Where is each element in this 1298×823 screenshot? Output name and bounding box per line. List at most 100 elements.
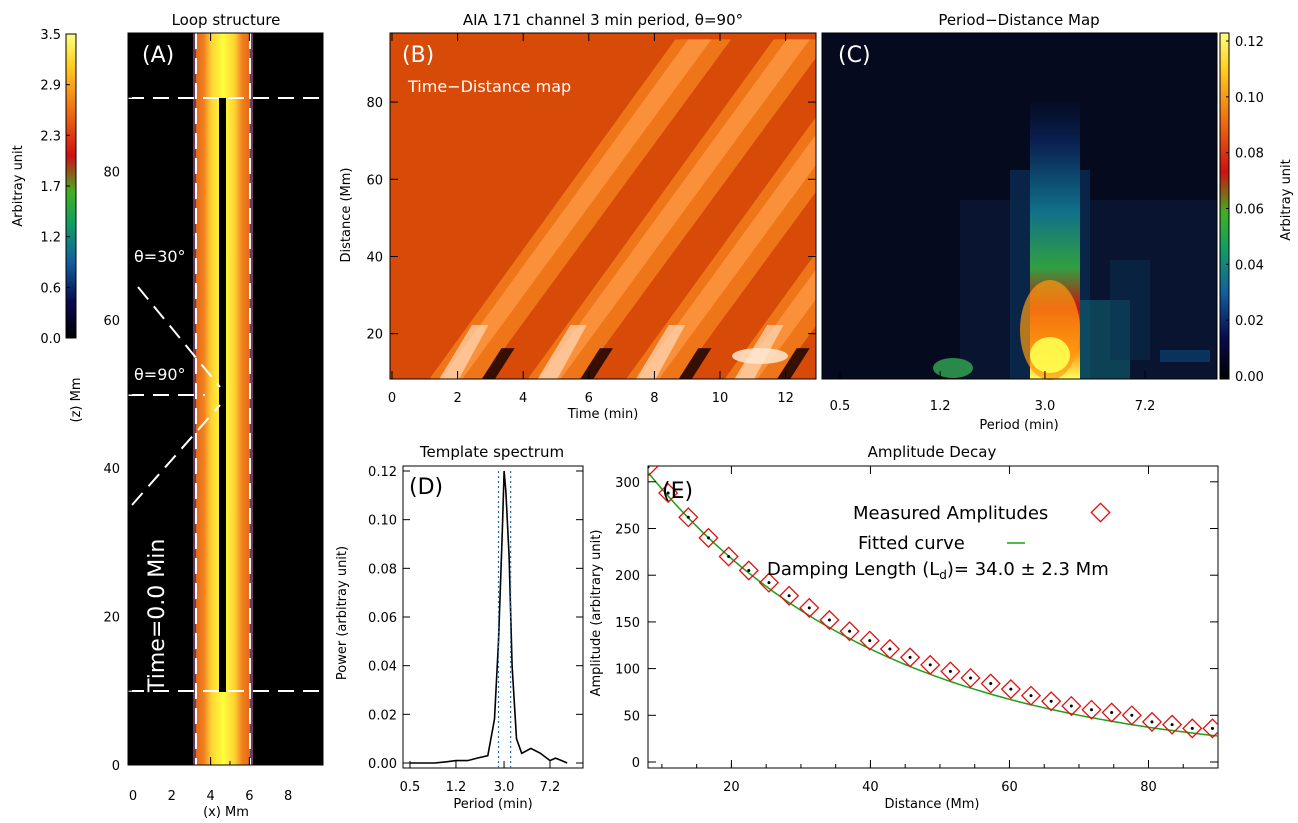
measured-amplitude-marker	[738, 560, 759, 581]
panel-e-x-tick-label: 80	[1140, 780, 1157, 795]
measured-amplitude-marker	[879, 638, 901, 660]
right-colorbar	[1219, 32, 1230, 380]
panel-c-x-tick-label: 3.0	[1035, 399, 1056, 414]
panel-c-x-tick-label: 1.2	[930, 399, 951, 414]
left-colorbar-tick-label: 1.7	[40, 180, 61, 195]
panel-d-ylabel: Power (arbitray unit)	[335, 546, 350, 680]
measured-amplitude-marker	[980, 673, 1001, 694]
measured-amplitude-marker	[1081, 699, 1102, 720]
measured-amplitude-dot	[928, 663, 932, 667]
panel-a-xlabel: (x) Mm	[203, 805, 249, 820]
right-colorbar-label: Arbitray unit	[1279, 159, 1294, 241]
right-colorbar-tick-label: 0.10	[1235, 91, 1264, 106]
panel-e-x-tick-label: 20	[723, 780, 740, 795]
template-spectrum-line	[410, 470, 568, 764]
panel-b-x-tick-label: 8	[650, 391, 658, 406]
panel-a-title: Loop structure	[172, 11, 281, 29]
measured-amplitude-marker	[1000, 679, 1021, 700]
panel-c-x-tick-label: 0.5	[830, 399, 851, 414]
panel-b-x-tick-label: 10	[712, 391, 729, 406]
time-distance-crest	[626, 116, 816, 379]
measured-amplitude-dot	[969, 676, 973, 680]
time-distance-crest	[724, 252, 816, 379]
panel-e-y-tick-label: 100	[615, 663, 640, 678]
measured-amplitude-marker	[839, 621, 860, 642]
measured-amplitude-marker	[658, 482, 679, 504]
left-colorbar-tick-label: 1.2	[40, 231, 61, 246]
panel-b-x-tick-label: 0	[388, 391, 396, 406]
measured-amplitude-dot	[666, 491, 670, 495]
panel-c-tag: (C)	[838, 43, 871, 68]
panel-e-ylabel: Amplitude (arbitrary unit)	[589, 530, 604, 697]
panel-b-ylabel: Distance (Mm)	[339, 168, 354, 263]
right-colorbar-tick-label: 0.06	[1235, 203, 1264, 218]
panel-a-x-tick-label: 4	[206, 789, 214, 804]
measured-amplitude-dot	[706, 536, 710, 540]
measured-amplitude-dot	[1210, 726, 1214, 730]
time-distance-crest-core	[440, 39, 712, 379]
measured-amplitude-marker	[799, 597, 820, 619]
panel-a-y-tick-label: 60	[103, 314, 120, 329]
loop-axis-bar	[219, 98, 226, 692]
theta-90-label: θ=90°	[134, 365, 186, 384]
panel-a-x-tick-label: 0	[129, 789, 137, 804]
time-distance-trough	[678, 348, 712, 379]
measured-amplitude-marker	[1141, 711, 1163, 732]
measured-amplitude-dot	[747, 569, 751, 573]
right-colorbar-tick-label: 0.12	[1235, 35, 1264, 50]
panel-b-x-tick-label: 4	[519, 391, 527, 406]
measured-amplitude-dot	[1009, 687, 1013, 691]
right-colorbar-tick-label: 0.00	[1235, 370, 1264, 385]
panel-b-title: AIA 171 channel 3 min period, θ=90°	[463, 11, 743, 29]
measured-amplitude-dot	[1170, 723, 1174, 727]
panel-a-x-tick-label: 2	[168, 789, 176, 804]
panel-d-y-tick-label: 0.06	[368, 611, 397, 626]
panel-d-y-tick-label: 0.08	[368, 562, 397, 577]
damping-length-text: Damping Length (Ld)= 34.0 ± 2.3 Mm	[767, 559, 1109, 582]
panel-c-xlabel: Period (min)	[979, 418, 1058, 433]
panel-a-tag: (A)	[142, 43, 174, 68]
left-colorbar-tick-label: 2.9	[40, 79, 61, 94]
measured-amplitude-marker	[1162, 714, 1183, 735]
panel-e: Amplitude Decay (E) Measured Amplitudes …	[589, 443, 1219, 812]
measured-amplitude-marker	[899, 647, 921, 668]
panel-a-y-tick-label: 0	[112, 759, 120, 774]
measured-amplitude-dot	[807, 606, 811, 610]
measured-amplitude-dot	[1190, 726, 1194, 730]
measured-amplitude-marker	[758, 572, 780, 593]
measured-amplitude-dot	[1110, 710, 1114, 714]
measured-amplitude-dot	[727, 555, 731, 559]
measured-amplitude-dot	[787, 594, 791, 598]
legend-measured-label: Measured Amplitudes	[853, 503, 1048, 524]
panel-e-y-tick-label: 200	[615, 569, 640, 584]
measured-amplitude-marker	[1101, 702, 1122, 723]
panel-e-y-tick-label: 150	[615, 616, 640, 631]
measured-amplitude-marker	[778, 585, 800, 606]
left-colorbar: 0.0 0.6 1.2 1.7 2.3 2.9 3.5 Arbitray unit	[11, 28, 77, 347]
measured-amplitude-dot	[989, 682, 993, 686]
measured-amplitude-marker	[1121, 705, 1142, 726]
measured-amplitude-marker	[698, 527, 719, 548]
panel-b: AIA 171 channel 3 min period, θ=90° (B) …	[339, 11, 817, 422]
panel-a: Loop structure (A) θ=30° θ=90° Time=0.0 …	[69, 11, 324, 820]
time-label: Time=0.0 Min	[145, 539, 170, 693]
measured-amplitude-dot	[1130, 713, 1134, 717]
measured-amplitude-dot	[1089, 708, 1093, 712]
panel-b-x-tick-label: 6	[585, 391, 593, 406]
measured-amplitude-dot	[868, 639, 872, 643]
panel-b-y-tick-label: 20	[366, 328, 383, 343]
left-colorbar-label: Arbitray unit	[11, 145, 26, 227]
fitted-curve-line	[648, 472, 1218, 737]
panel-b-tag: (B)	[402, 43, 434, 68]
panel-b-y-tick-label: 40	[366, 250, 383, 265]
panel-d-xlabel: Period (min)	[453, 797, 532, 812]
panel-c: Period−Distance Map (C) 0.5 1.2 3.0 7.2 Per…	[821, 11, 1294, 433]
time-distance-crest-core	[539, 39, 810, 379]
measured-amplitude-dot	[827, 618, 831, 622]
panel-e-xlabel: Distance (Mm)	[885, 797, 980, 812]
measured-amplitude-marker	[648, 466, 659, 477]
measured-amplitude-marker	[1041, 691, 1062, 712]
time-distance-bright	[439, 324, 489, 379]
panel-b-x-tick-label: 2	[453, 391, 461, 406]
measured-amplitude-dot	[1150, 720, 1154, 724]
